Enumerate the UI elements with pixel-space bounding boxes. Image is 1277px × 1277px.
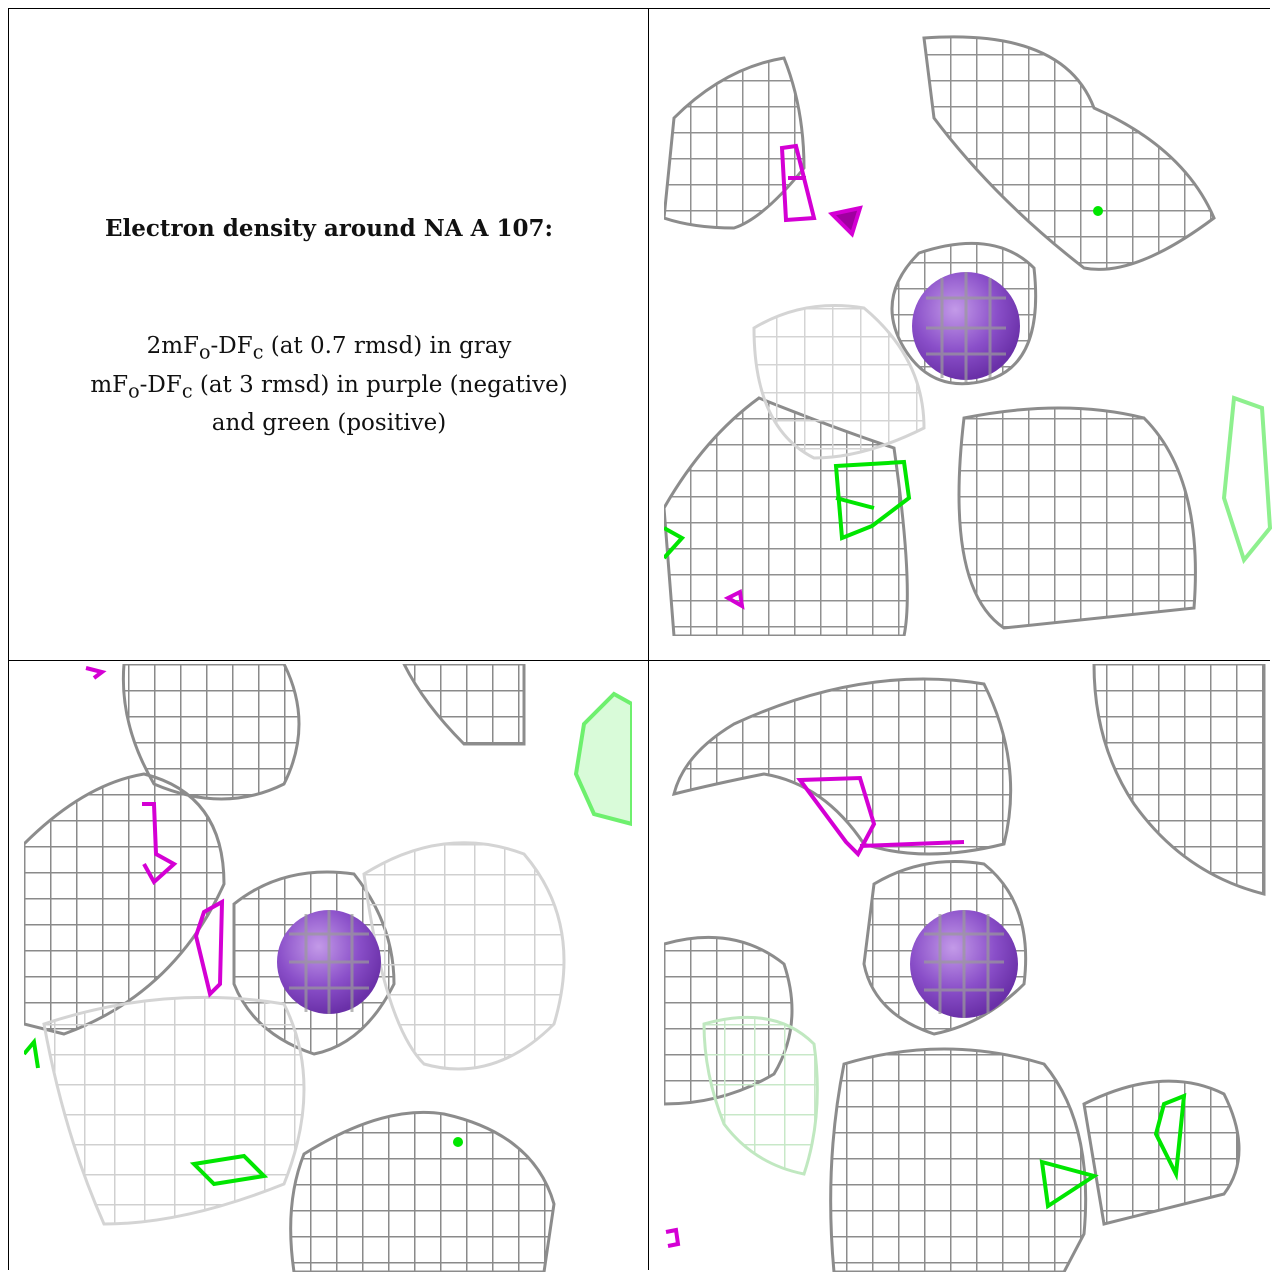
frame-middle-vertical: [648, 8, 649, 1270]
caption-legend: 2mFo-DFc (at 0.7 rmsd) in gray mFo-DFc (…: [10, 330, 648, 440]
caption-line-3: and green (positive): [211, 410, 447, 437]
frame-top: [8, 8, 1270, 9]
density-view-3: [664, 664, 1272, 1272]
frame-left: [8, 8, 9, 1270]
density-mesh-positive: [664, 206, 1272, 565]
density-view-1: [664, 28, 1272, 636]
caption-title: Electron density around NA A 107:: [105, 215, 553, 242]
caption-line-2fofc: 2mFo-DFc (at 0.7 rmsd) in gray: [146, 333, 512, 364]
caption-line-fofc: mFo-DFc (at 3 rmsd) in purple (negative): [90, 371, 568, 403]
density-view-2: [24, 664, 632, 1272]
density-mesh-negative: [723, 143, 863, 610]
frame-middle-horizontal: [8, 660, 1270, 661]
caption-cell: Electron density around NA A 107: 2mFo-D…: [10, 10, 648, 650]
